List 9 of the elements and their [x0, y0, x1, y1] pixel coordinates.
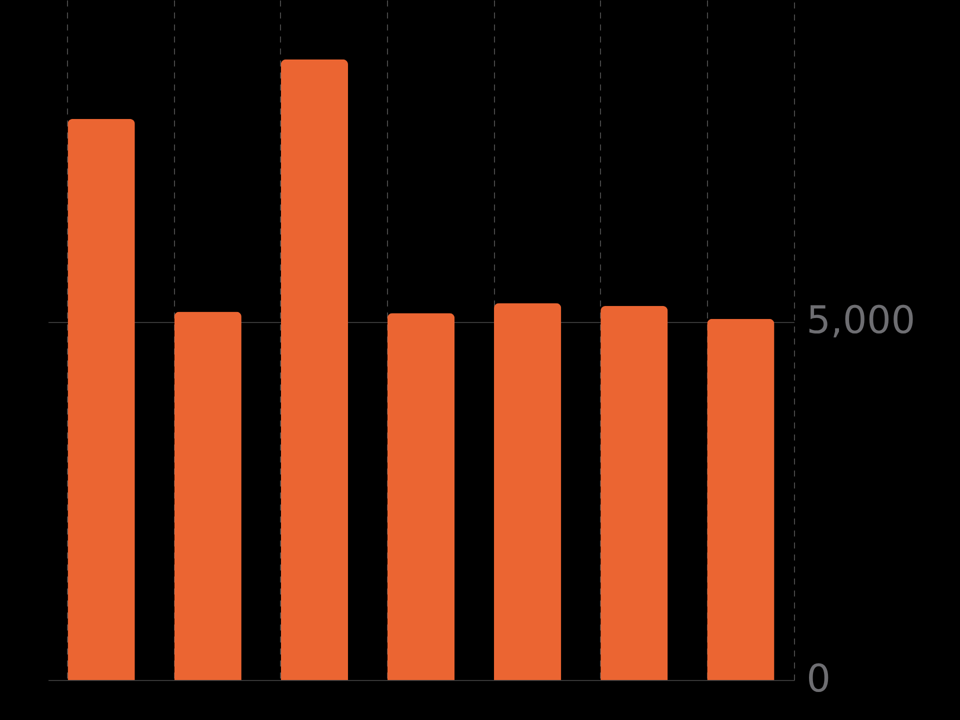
bar [387, 313, 455, 680]
bar [494, 303, 562, 680]
y-tick-label: 0 [806, 656, 831, 700]
bar [707, 318, 774, 680]
bar [68, 118, 135, 680]
bar [280, 59, 348, 680]
bar [600, 306, 668, 680]
bar [174, 312, 242, 680]
y-tick-label: 5,000 [806, 298, 916, 342]
